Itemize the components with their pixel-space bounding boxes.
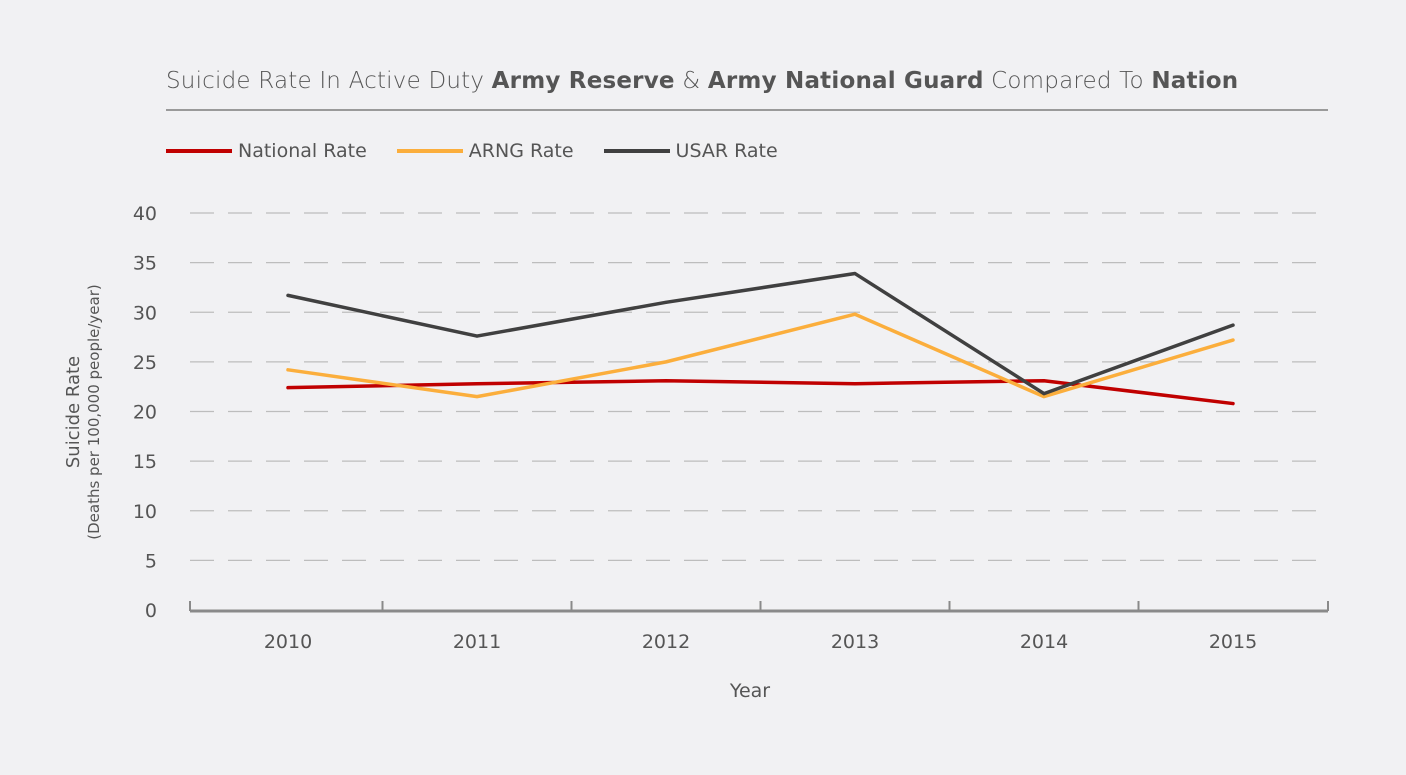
x-tick-label: 2012 (642, 631, 690, 653)
y-tick-label: 35 (133, 253, 157, 275)
data-point (664, 300, 668, 304)
title-part: & (674, 68, 708, 94)
legend-label: ARNG Rate (468, 140, 574, 162)
data-point (853, 272, 857, 276)
y-tick-label: 30 (133, 302, 157, 324)
y-tick-label: 15 (133, 451, 157, 473)
y-tick-label: 20 (133, 402, 157, 424)
legend-item-usar: USAR Rate (603, 140, 778, 162)
y-tick-label: 25 (133, 352, 157, 374)
title-part: Compared To (983, 68, 1152, 94)
x-tick-label: 2011 (453, 631, 501, 653)
y-tick-label: 0 (145, 600, 157, 622)
data-point (853, 312, 857, 316)
data-point (286, 293, 290, 297)
x-tick-label: 2014 (1020, 631, 1068, 653)
legend-label: USAR Rate (675, 140, 778, 162)
series-line-usar-rate (286, 271, 1235, 396)
x-tick-label: 2010 (264, 631, 312, 653)
data-point (475, 334, 479, 338)
data-point (286, 368, 290, 372)
title-part: Army National Guard (707, 68, 984, 94)
title-part: Army Reserve (491, 68, 675, 94)
data-point (286, 386, 290, 390)
data-point (1042, 392, 1046, 396)
x-tick-label: 2013 (831, 631, 879, 653)
x-axis-title: Year (729, 680, 770, 702)
legend-swatch (396, 149, 463, 153)
data-point (1231, 338, 1235, 342)
y-tick-label: 40 (133, 203, 157, 225)
data-point (1042, 379, 1046, 383)
title-underline (166, 109, 1328, 111)
title-part: Nation (1151, 68, 1239, 94)
y-tick-label: 10 (133, 501, 157, 523)
data-point (475, 395, 479, 399)
legend-swatch (166, 149, 232, 153)
series-line-national-rate (286, 378, 1235, 406)
chart-title: Suicide Rate In Active Duty Army Reserve… (166, 68, 1238, 94)
legend-label: National Rate (238, 140, 367, 162)
data-point (1231, 402, 1235, 406)
data-point (664, 360, 668, 364)
data-point (664, 379, 668, 383)
y-tick-label: 5 (145, 550, 157, 572)
title-part: Suicide Rate In Active Duty (166, 68, 492, 94)
series-line-arng-rate (286, 312, 1235, 399)
data-point (1231, 323, 1235, 327)
data-point (1042, 395, 1046, 399)
data-point (853, 382, 857, 386)
legend-swatch (603, 149, 670, 153)
legend: National Rate ARNG Rate USAR Rate (166, 140, 778, 162)
data-point (475, 382, 479, 386)
legend-item-arng: ARNG Rate (396, 140, 574, 162)
legend-item-national: National Rate (166, 140, 367, 162)
x-tick-label: 2015 (1209, 631, 1257, 653)
